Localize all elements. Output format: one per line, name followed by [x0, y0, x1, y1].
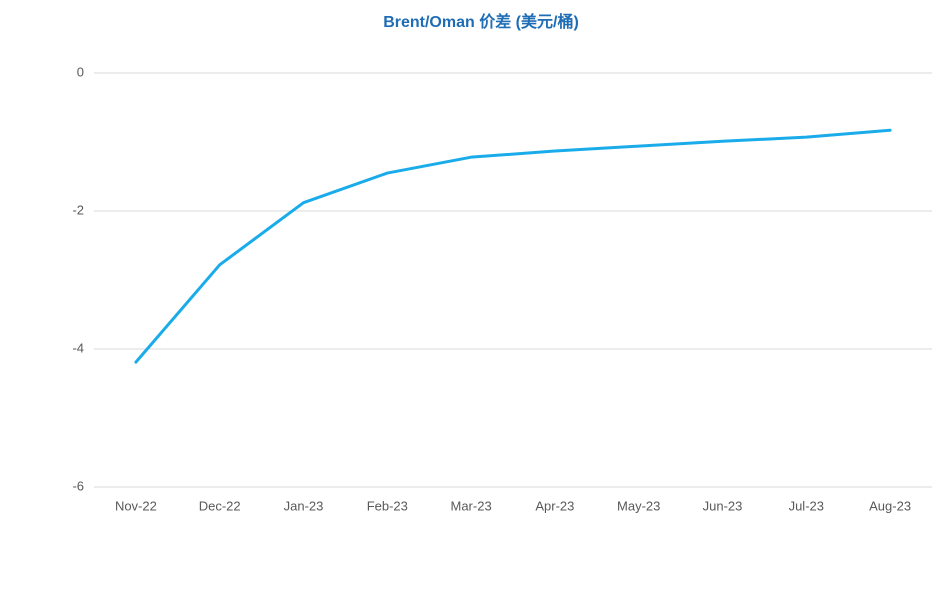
x-tick-label: Jan-23: [284, 498, 324, 513]
data-line: [134, 128, 892, 364]
x-tick-label: Aug-23: [869, 498, 911, 513]
x-tick-label: Apr-23: [535, 498, 574, 513]
x-tick-label: Mar-23: [451, 498, 492, 513]
x-tick-label: Jul-23: [789, 498, 824, 513]
x-tick-label: Jun-23: [703, 498, 743, 513]
x-tick-label: Nov-22: [115, 498, 157, 513]
x-tick-label: May-23: [617, 498, 660, 513]
chart-title: Brent/Oman 价差 (美元/桶): [383, 12, 579, 31]
x-tick-label: Dec-22: [199, 498, 241, 513]
y-tick-label: -6: [72, 478, 84, 493]
x-tick-label: Feb-23: [367, 498, 408, 513]
y-tick-label: -2: [72, 202, 84, 217]
y-tick-label: 0: [77, 64, 84, 79]
y-tick-label: -4: [72, 340, 84, 355]
